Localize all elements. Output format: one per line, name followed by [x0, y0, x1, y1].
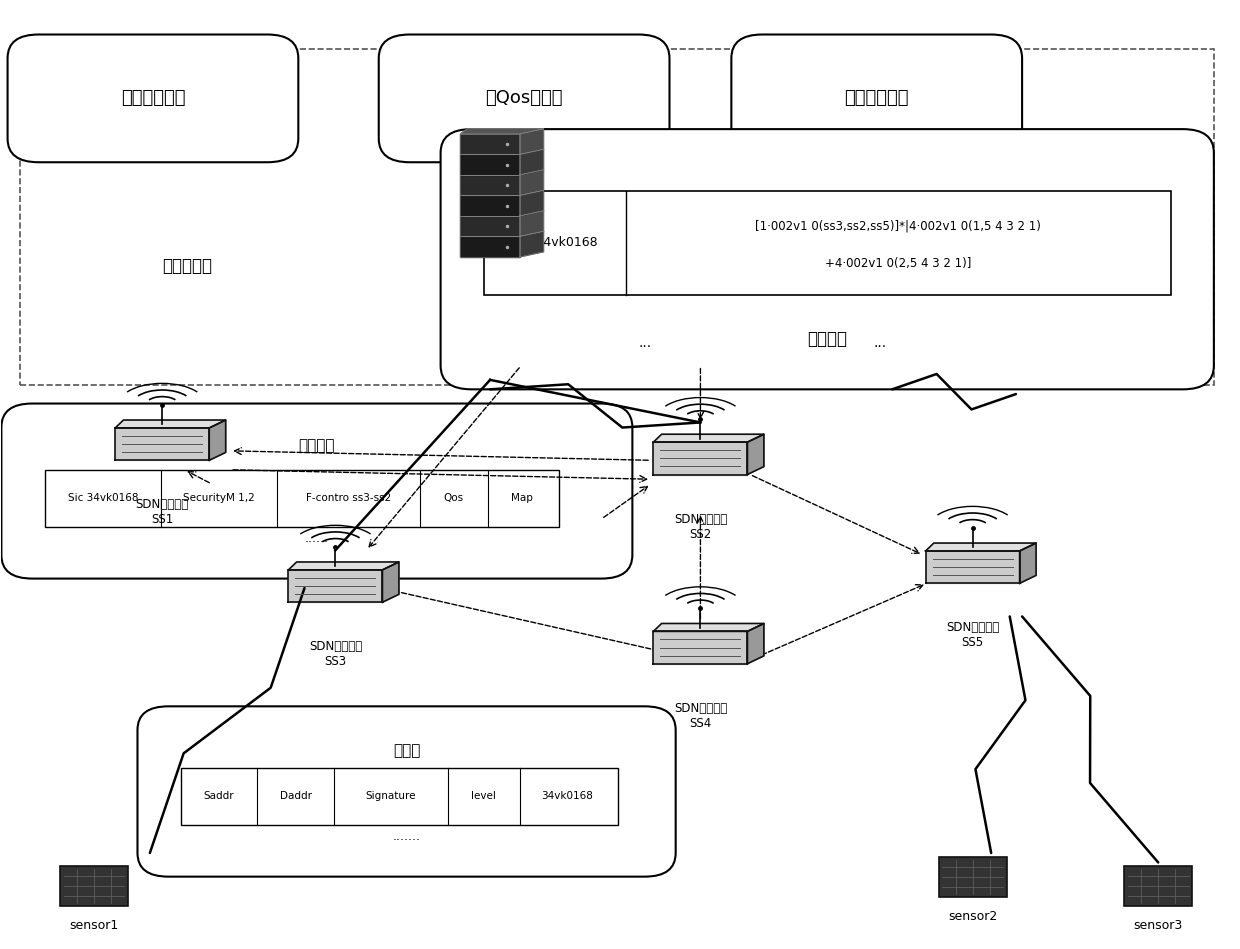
Text: 请求流: 请求流	[393, 743, 420, 758]
Polygon shape	[289, 562, 399, 570]
Polygon shape	[925, 543, 1037, 551]
Text: level: level	[471, 791, 496, 801]
Polygon shape	[460, 195, 520, 215]
FancyBboxPatch shape	[7, 34, 299, 162]
Text: Sic 34vk0168: Sic 34vk0168	[512, 236, 598, 250]
Text: SDN交换设备
SS4: SDN交换设备 SS4	[673, 702, 727, 730]
Polygon shape	[520, 149, 543, 175]
Text: F-contro ss3-ss2: F-contro ss3-ss2	[306, 493, 391, 503]
Text: 总资产管理库: 总资产管理库	[120, 89, 185, 107]
Polygon shape	[460, 134, 520, 155]
Text: 34vk0168: 34vk0168	[541, 791, 593, 801]
Polygon shape	[520, 232, 543, 257]
Polygon shape	[115, 420, 226, 428]
Text: ······: ······	[305, 536, 329, 549]
FancyBboxPatch shape	[138, 706, 676, 877]
Text: 子策略库: 子策略库	[299, 438, 335, 454]
Polygon shape	[653, 623, 764, 631]
Polygon shape	[382, 562, 399, 603]
Text: 总安全模块库: 总安全模块库	[844, 89, 909, 107]
Polygon shape	[460, 155, 520, 175]
Polygon shape	[653, 442, 748, 474]
Text: ···: ···	[639, 340, 651, 354]
Bar	[939, 857, 1007, 897]
Text: Saddr: Saddr	[203, 791, 234, 801]
FancyBboxPatch shape	[440, 129, 1214, 389]
Bar	[45, 470, 559, 527]
Text: sensor3: sensor3	[1133, 920, 1183, 932]
Text: 总策略库: 总策略库	[807, 330, 847, 348]
Text: sensor2: sensor2	[949, 910, 997, 922]
Text: Map: Map	[511, 493, 532, 503]
Bar	[1125, 866, 1192, 906]
Polygon shape	[210, 420, 226, 460]
Text: SecurityM 1,2: SecurityM 1,2	[184, 493, 255, 503]
Polygon shape	[520, 190, 543, 215]
Polygon shape	[653, 631, 748, 663]
Polygon shape	[520, 129, 543, 155]
Text: Daddr: Daddr	[280, 791, 311, 801]
Polygon shape	[289, 570, 382, 603]
Polygon shape	[520, 211, 543, 236]
Text: Signature: Signature	[366, 791, 417, 801]
Text: Sic 34vk0168: Sic 34vk0168	[68, 493, 138, 503]
Text: 控制管理器: 控制管理器	[162, 257, 212, 275]
Bar	[20, 48, 1214, 384]
FancyBboxPatch shape	[732, 34, 1022, 162]
Text: SDN交换设备
SS5: SDN交换设备 SS5	[946, 622, 999, 649]
Polygon shape	[748, 435, 764, 474]
Polygon shape	[460, 215, 520, 236]
Text: sensor1: sensor1	[69, 920, 119, 932]
FancyBboxPatch shape	[1, 403, 632, 579]
FancyBboxPatch shape	[378, 34, 670, 162]
Polygon shape	[115, 428, 210, 460]
Bar	[181, 768, 618, 825]
Polygon shape	[1019, 543, 1037, 584]
Bar	[61, 866, 128, 906]
Text: +4·002v1 0(2,5 4 3 2 1)]: +4·002v1 0(2,5 4 3 2 1)]	[825, 257, 972, 270]
Text: [1·002v1 0(ss3,ss2,ss5)]*|4·002v1 0(1,5 4 3 2 1): [1·002v1 0(ss3,ss2,ss5)]*|4·002v1 0(1,5 …	[755, 219, 1042, 233]
Text: SDN交换设备
SS2: SDN交换设备 SS2	[673, 512, 727, 541]
Text: SDN交换设备
SS1: SDN交换设备 SS1	[135, 498, 188, 527]
Text: ···: ···	[873, 340, 887, 354]
Polygon shape	[520, 170, 543, 195]
Bar	[484, 191, 1171, 295]
Polygon shape	[460, 236, 520, 257]
Text: Qos: Qos	[444, 493, 464, 503]
Text: ·······: ·······	[393, 834, 420, 847]
Text: 总Qos模块库: 总Qos模块库	[485, 89, 563, 107]
Polygon shape	[460, 129, 543, 134]
Polygon shape	[925, 551, 1019, 584]
Polygon shape	[653, 435, 764, 442]
Polygon shape	[748, 623, 764, 663]
Polygon shape	[460, 175, 520, 195]
Text: SDN交换设备
SS3: SDN交换设备 SS3	[309, 641, 362, 668]
